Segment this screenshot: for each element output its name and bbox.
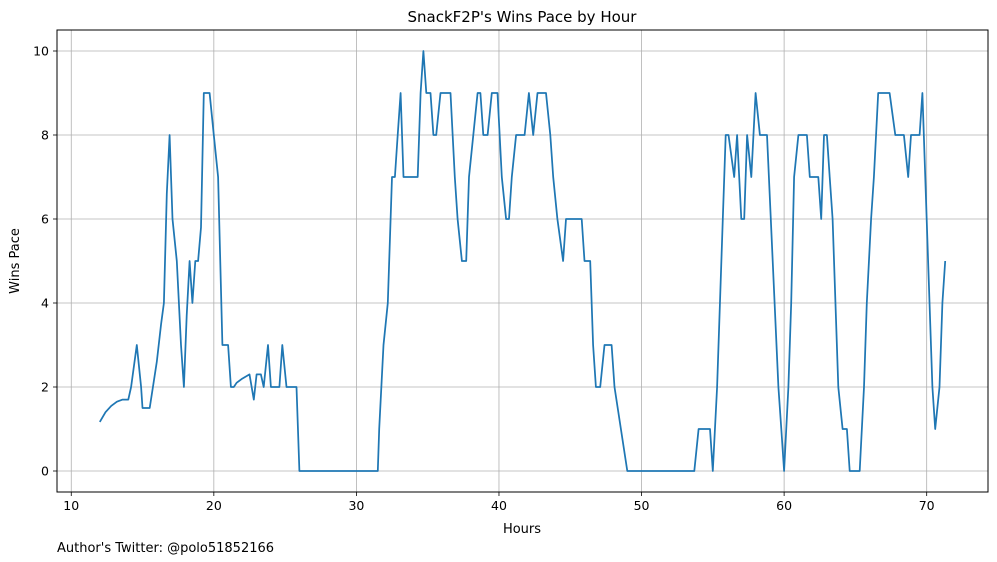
series-line-wins-pace	[99, 50, 947, 472]
y-tick-label: 2	[41, 380, 49, 395]
x-axis-label: Hours	[503, 522, 541, 537]
x-tick-label: 60	[776, 498, 792, 513]
y-tick-label: 0	[41, 464, 49, 479]
author-footnote: Author's Twitter: @polo51852166	[57, 541, 274, 556]
plot-frame	[56, 29, 989, 493]
x-tick-label: 70	[919, 498, 935, 513]
axis-ticks: 10 20 30 40 50 60 70 0 2 4 6 8 10	[33, 44, 935, 514]
chart-title: SnackF2P's Wins Pace by Hour	[408, 8, 638, 26]
y-axis-label: Wins Pace	[8, 228, 23, 294]
grid	[57, 30, 988, 492]
y-tick-label: 6	[41, 212, 49, 227]
y-tick-label: 4	[41, 296, 49, 311]
y-tick-label: 8	[41, 128, 49, 143]
x-tick-label: 30	[348, 498, 364, 513]
x-tick-label: 20	[206, 498, 222, 513]
x-tick-label: 10	[63, 498, 79, 513]
y-tick-label: 10	[33, 44, 49, 59]
x-tick-label: 50	[634, 498, 650, 513]
x-tick-label: 40	[491, 498, 507, 513]
